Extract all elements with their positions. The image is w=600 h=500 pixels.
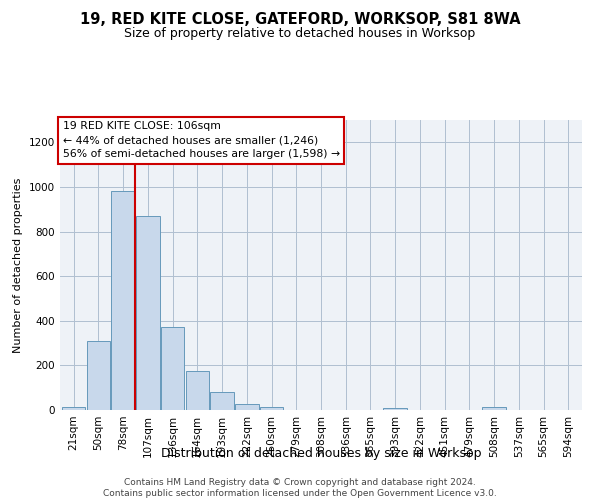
Bar bbox=[482, 408, 506, 410]
Bar bbox=[383, 408, 407, 410]
Bar bbox=[185, 371, 209, 410]
Bar bbox=[112, 192, 135, 410]
Bar bbox=[235, 404, 259, 410]
Y-axis label: Number of detached properties: Number of detached properties bbox=[13, 178, 23, 352]
Bar bbox=[260, 406, 283, 410]
Text: Distribution of detached houses by size in Worksop: Distribution of detached houses by size … bbox=[161, 448, 481, 460]
Bar bbox=[161, 328, 184, 410]
Bar bbox=[62, 408, 85, 410]
Text: 19 RED KITE CLOSE: 106sqm
← 44% of detached houses are smaller (1,246)
56% of se: 19 RED KITE CLOSE: 106sqm ← 44% of detac… bbox=[62, 122, 340, 160]
Bar bbox=[136, 216, 160, 410]
Bar bbox=[86, 341, 110, 410]
Text: Size of property relative to detached houses in Worksop: Size of property relative to detached ho… bbox=[124, 28, 476, 40]
Bar bbox=[210, 392, 234, 410]
Text: 19, RED KITE CLOSE, GATEFORD, WORKSOP, S81 8WA: 19, RED KITE CLOSE, GATEFORD, WORKSOP, S… bbox=[80, 12, 520, 28]
Text: Contains HM Land Registry data © Crown copyright and database right 2024.
Contai: Contains HM Land Registry data © Crown c… bbox=[103, 478, 497, 498]
